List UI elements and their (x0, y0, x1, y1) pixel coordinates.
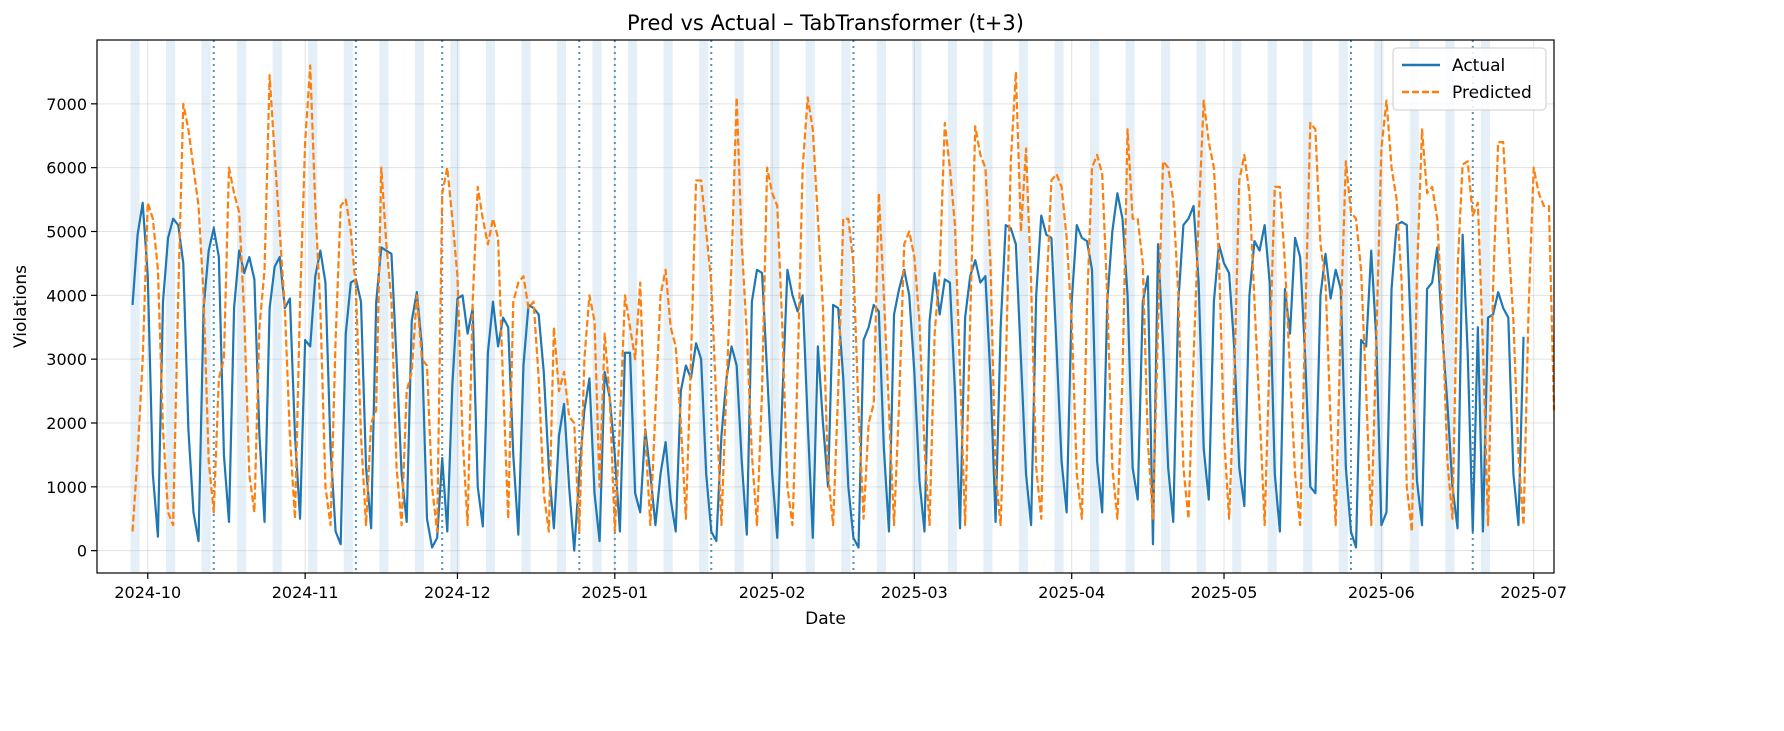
legend-label-predicted: Predicted (1452, 83, 1532, 103)
weekend-band (1196, 40, 1206, 573)
y-tick-label: 0 (77, 542, 87, 561)
x-tick-label: 2025-07 (1500, 583, 1567, 602)
legend: Actual Predicted (1392, 47, 1547, 111)
chart-title: Pred vs Actual – TabTransformer (t+3) (627, 11, 1024, 35)
x-tick-label: 2025-05 (1191, 583, 1258, 602)
weekend-band (1089, 40, 1100, 573)
y-tick-label: 5000 (46, 222, 87, 241)
weekend-band (1125, 40, 1135, 573)
weekend-band (1232, 40, 1242, 573)
weekend-band (663, 40, 673, 573)
weekend-band (1054, 40, 1064, 573)
axis-ticks: 0 1000 2000 3000 4000 5000 6000 7000 2024-10 2024… (46, 95, 1567, 602)
weekend-band (201, 40, 211, 573)
weekend-band (1374, 40, 1384, 573)
weekend-band (1409, 40, 1419, 573)
weekend-band (1338, 40, 1348, 573)
weekend-band (1267, 40, 1277, 573)
weekend-band (805, 40, 815, 573)
weekend-band (1445, 40, 1455, 573)
x-tick-label: 2025-02 (739, 583, 806, 602)
y-tick-label: 7000 (46, 95, 87, 114)
x-tick-label: 2025-01 (581, 583, 648, 602)
y-axis-label: Violations (11, 265, 31, 348)
series (131, 64, 1556, 552)
x-tick-label: 2025-03 (881, 583, 948, 602)
weekend-band (592, 40, 602, 573)
y-tick-label: 4000 (46, 286, 87, 305)
weekend-band (1480, 40, 1491, 573)
weekend-band (947, 40, 957, 573)
weekend-band (912, 40, 922, 573)
y-tick-label: 3000 (46, 350, 87, 369)
x-tick-label: 2025-04 (1038, 583, 1105, 602)
series-line-predicted (131, 64, 1556, 533)
x-axis-label: Date (805, 609, 846, 629)
weekend-band (414, 40, 424, 573)
weekend-band (450, 40, 460, 573)
y-tick-label: 1000 (46, 478, 87, 497)
x-tick-label: 2024-12 (424, 583, 491, 602)
weekend-band (272, 40, 282, 573)
plot-frame (96, 39, 1555, 574)
legend-label-actual: Actual (1452, 56, 1505, 76)
weekend-band (699, 40, 709, 573)
y-tick-label: 6000 (46, 159, 87, 178)
weekend-band (166, 40, 176, 573)
weekend-band (130, 40, 140, 573)
weekend-band (876, 40, 886, 573)
x-tick-label: 2024-10 (114, 583, 181, 602)
weekend-band (734, 40, 744, 573)
weekend-band (556, 40, 567, 573)
weekend-band (485, 40, 496, 573)
weekend-band (521, 40, 531, 573)
weekend-band (770, 40, 780, 573)
x-tick-label: 2025-06 (1348, 583, 1415, 602)
weekend-band (1303, 40, 1313, 573)
weekend-band (1161, 40, 1171, 573)
weekend-band (628, 40, 638, 573)
y-tick-label: 2000 (46, 414, 87, 433)
weekend-band (841, 40, 851, 573)
x-tick-label: 2024-11 (272, 583, 339, 602)
weekend-band (1018, 40, 1029, 573)
weekend-band (379, 40, 389, 573)
series-line-actual (131, 192, 1525, 552)
legend-box (1392, 47, 1547, 111)
weekend-band (237, 40, 247, 573)
